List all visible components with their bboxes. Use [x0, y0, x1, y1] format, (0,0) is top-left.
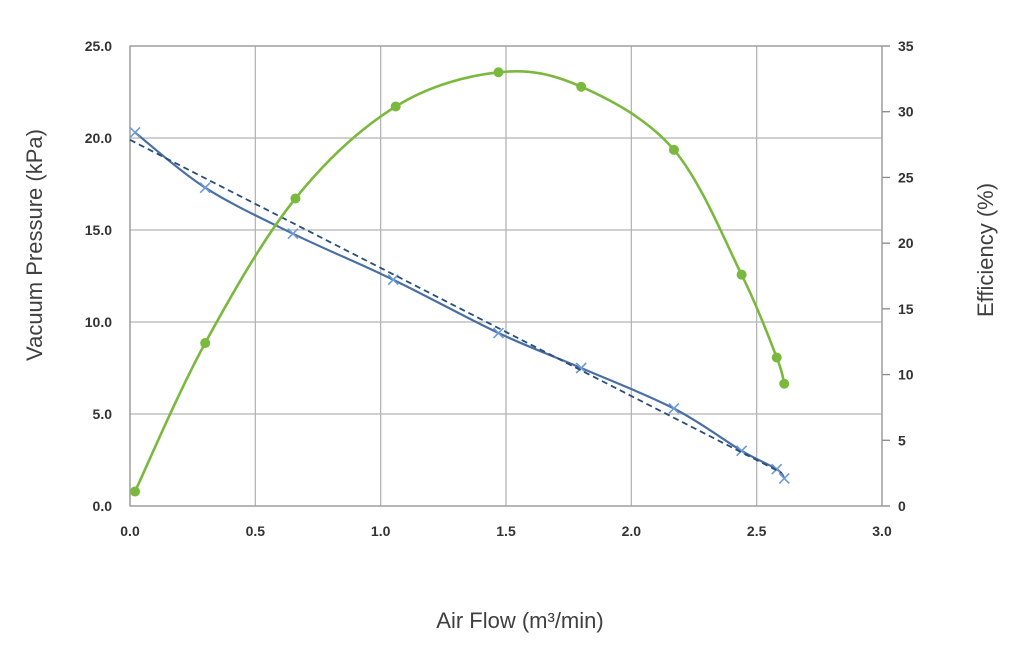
y-tick-label: 20.0	[85, 130, 112, 146]
x-tick-label: 2.5	[747, 523, 767, 539]
y2-tick-label: 5	[898, 432, 906, 448]
x-tick-label: 2.0	[622, 523, 642, 539]
y-tick-label: 25.0	[85, 38, 112, 54]
series-2-point	[771, 352, 782, 363]
y2-tick-label: 30	[898, 104, 914, 120]
series-1-trendline	[129, 139, 783, 474]
plot-border	[129, 45, 883, 507]
series-0-point	[778, 472, 790, 484]
series-0-line	[134, 131, 786, 480]
series-0-point	[287, 228, 299, 240]
series-2-point	[576, 81, 587, 92]
x-tick-label: 3.0	[872, 523, 892, 539]
y2-tick-label: 15	[898, 301, 914, 317]
series-0-point	[387, 274, 399, 286]
series-2-point	[668, 144, 679, 155]
series-0-point	[492, 327, 505, 339]
x-tick-label: 1.0	[371, 523, 391, 539]
series-layer	[129, 67, 790, 497]
y-axis-title: Vacuum Pressure (kPa)	[22, 129, 47, 361]
gridlines	[129, 45, 890, 507]
series-2-point	[200, 338, 211, 349]
y-tick-label: 15.0	[85, 222, 112, 238]
x-axis-title: Air Flow (m³/min)	[436, 608, 603, 633]
series-2-point	[493, 67, 504, 78]
series-2-point	[779, 378, 790, 389]
y2-tick-label: 25	[898, 169, 914, 185]
series-0-point	[129, 126, 141, 139]
x-tick-label: 1.5	[496, 523, 516, 539]
x-tick-label: 0.0	[120, 523, 140, 539]
x-tick-label: 0.5	[246, 523, 266, 539]
series-2-point	[736, 269, 747, 280]
series-2-point	[130, 486, 141, 497]
tick-labels: 0.0 0.5 1.0 1.5 2.0 2.5 3.0 0.0 5.0 10.0 15.0 20.0 2…	[85, 38, 914, 539]
series-2-point	[290, 193, 301, 204]
y2-tick-label: 20	[898, 235, 914, 251]
y-tick-label: 0.0	[93, 498, 113, 514]
series-0-point	[199, 182, 211, 194]
y-tick-label: 5.0	[93, 406, 113, 422]
y2-axis-title: Efficiency (%)	[973, 183, 998, 317]
series-0-point	[668, 402, 680, 415]
series-2-point	[390, 101, 401, 112]
y-tick-label: 10.0	[85, 314, 112, 330]
y2-tick-label: 0	[898, 498, 906, 514]
y2-tick-label: 35	[898, 38, 914, 54]
y2-tick-label: 10	[898, 367, 914, 383]
